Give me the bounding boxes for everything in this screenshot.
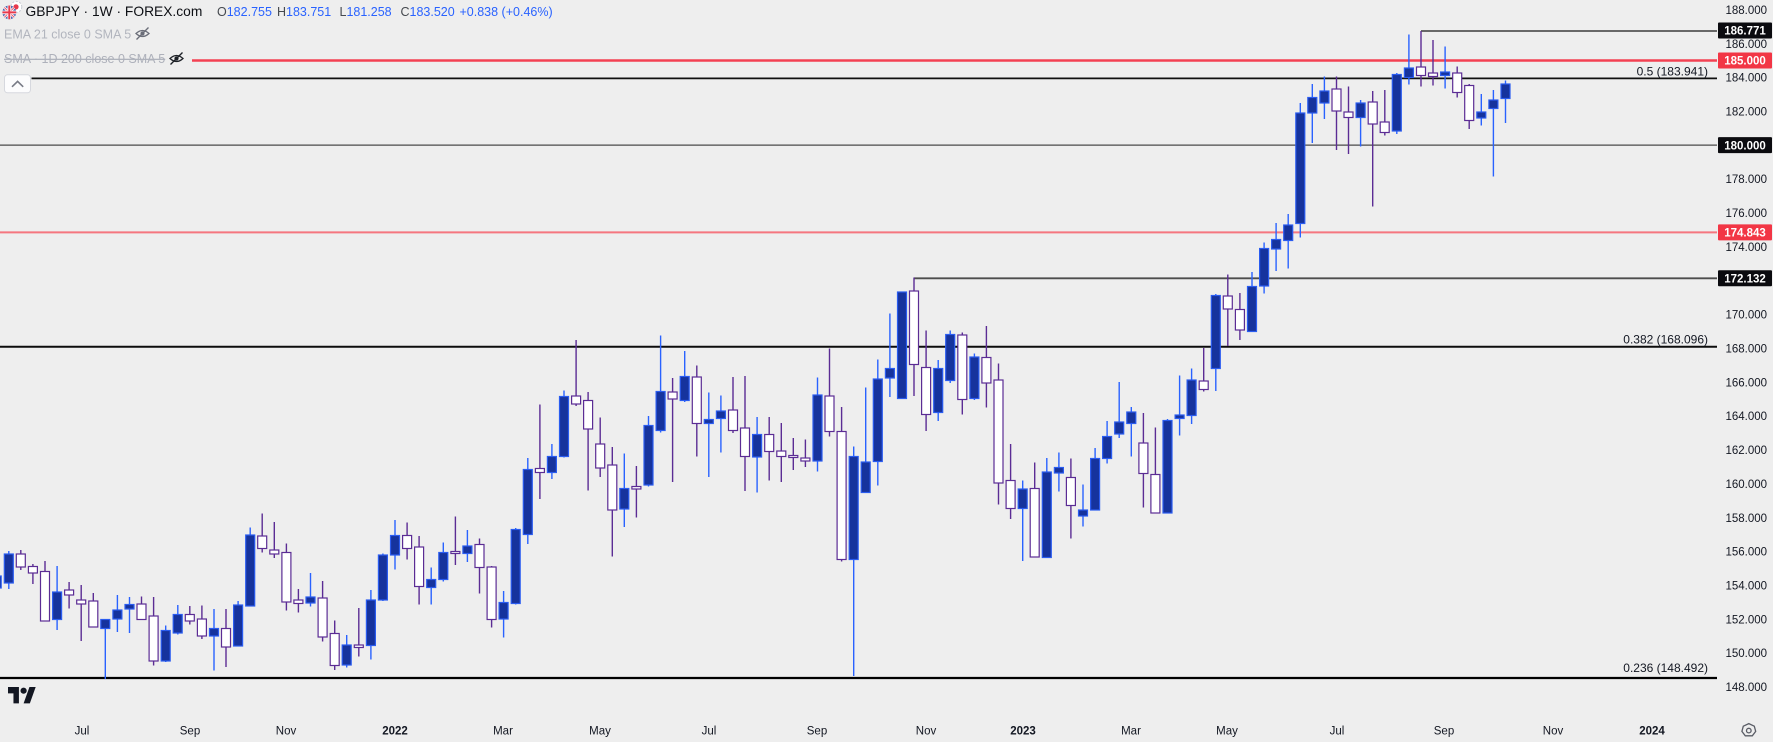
svg-text:166.000: 166.000 [1726, 377, 1768, 389]
svg-text:2024: 2024 [1639, 726, 1665, 738]
svg-text:Nov: Nov [916, 726, 937, 738]
svg-text:Nov: Nov [1543, 726, 1564, 738]
svg-text:150.000: 150.000 [1726, 648, 1768, 660]
svg-text:0.5 (183.941): 0.5 (183.941) [1637, 64, 1708, 78]
svg-text:Sep: Sep [807, 726, 827, 738]
svg-text:160.000: 160.000 [1726, 479, 1768, 491]
svg-text:172.132: 172.132 [1724, 274, 1766, 286]
svg-text:178.000: 178.000 [1726, 174, 1768, 186]
svg-text:EMA 21 close 0 SMA 5: EMA 21 close 0 SMA 5 [4, 27, 131, 41]
svg-text:Jul: Jul [1330, 726, 1345, 738]
svg-text:Sep: Sep [180, 726, 200, 738]
svg-text:152.000: 152.000 [1726, 614, 1768, 626]
svg-text:156.000: 156.000 [1726, 547, 1768, 559]
svg-text:182.000: 182.000 [1726, 107, 1768, 119]
svg-text:176.000: 176.000 [1726, 208, 1768, 220]
svg-text:188.000: 188.000 [1726, 5, 1768, 17]
svg-text:Jul: Jul [75, 726, 90, 738]
svg-text:170.000: 170.000 [1726, 310, 1768, 322]
svg-text:185.000: 185.000 [1724, 56, 1766, 68]
svg-text:162.000: 162.000 [1726, 445, 1768, 457]
svg-text:174.843: 174.843 [1724, 228, 1766, 240]
svg-text:Jul: Jul [702, 726, 717, 738]
svg-text:Mar: Mar [493, 726, 513, 738]
svg-text:0.382 (168.096): 0.382 (168.096) [1623, 333, 1708, 347]
svg-text:Sep: Sep [1434, 726, 1454, 738]
svg-text:164.000: 164.000 [1726, 411, 1768, 423]
svg-text:May: May [1216, 726, 1238, 738]
svg-text:GBPJPY · 1W · FOREX.com: GBPJPY · 1W · FOREX.com [26, 4, 203, 19]
svg-text:O182.755: O182.755 [217, 5, 272, 19]
svg-text:184.000: 184.000 [1726, 73, 1768, 85]
svg-text:0.236 (148.492): 0.236 (148.492) [1623, 661, 1708, 675]
svg-text:May: May [589, 726, 611, 738]
svg-text:2022: 2022 [382, 726, 408, 738]
svg-text:186.000: 186.000 [1726, 39, 1768, 51]
svg-text:Nov: Nov [276, 726, 297, 738]
svg-text:148.000: 148.000 [1726, 682, 1768, 694]
svg-text:C183.520: C183.520 [401, 5, 455, 19]
svg-text:186.771: 186.771 [1724, 26, 1766, 38]
svg-text:2023: 2023 [1010, 726, 1036, 738]
svg-text:Mar: Mar [1121, 726, 1141, 738]
svg-text:SMA · 1D 200 close 0 SMA 5: SMA · 1D 200 close 0 SMA 5 [4, 52, 165, 66]
svg-text:168.000: 168.000 [1726, 344, 1768, 356]
svg-text:154.000: 154.000 [1726, 581, 1768, 593]
svg-text:180.000: 180.000 [1724, 140, 1766, 152]
svg-text:+0.838 (+0.46%): +0.838 (+0.46%) [460, 5, 553, 19]
svg-text:H183.751: H183.751 [277, 5, 331, 19]
svg-text:174.000: 174.000 [1726, 242, 1768, 254]
svg-text:158.000: 158.000 [1726, 513, 1768, 525]
svg-text:L181.258: L181.258 [340, 5, 392, 19]
